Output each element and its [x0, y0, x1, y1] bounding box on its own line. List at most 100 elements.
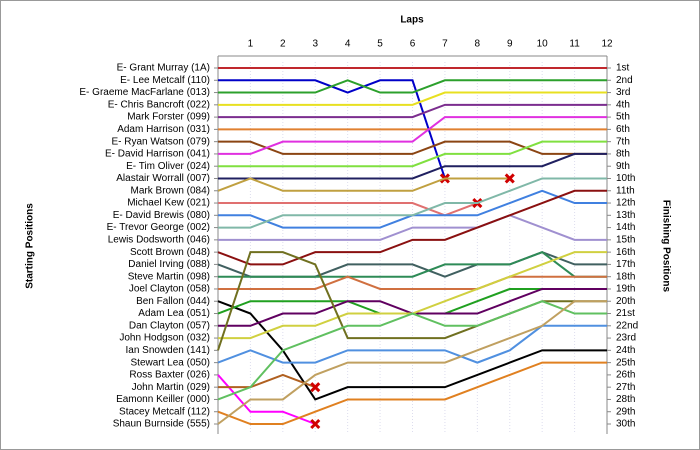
x-tick-label: 12	[601, 39, 613, 50]
finish-label: 8th	[616, 149, 630, 160]
x-tick-label: 2	[280, 39, 286, 50]
driver-label: Ian Snowden (141)	[125, 345, 210, 356]
driver-label: E- Ryan Watson (079)	[111, 136, 210, 147]
finish-label: 27th	[616, 382, 635, 393]
finish-label: 15th	[616, 235, 635, 246]
driver-line	[217, 300, 607, 401]
finish-label: 14th	[616, 222, 635, 233]
driver-line	[218, 103, 607, 119]
finish-label: 17th	[616, 259, 635, 270]
x-tick-label: 6	[410, 39, 416, 50]
chart-title: Laps	[400, 15, 424, 26]
retired-cross	[504, 173, 515, 184]
x-tick-label: 5	[377, 39, 383, 50]
finish-label: 28th	[616, 394, 635, 405]
finish-label: 21st	[616, 308, 635, 319]
finish-label: 3rd	[616, 87, 630, 98]
driver-label: E- David Brewis (080)	[113, 210, 210, 221]
driver-line	[217, 300, 607, 425]
x-tick-label: 7	[442, 39, 448, 50]
driver-line	[218, 116, 607, 155]
driver-line	[217, 361, 607, 425]
finish-label: 7th	[616, 136, 630, 147]
x-tick-label: 1	[248, 39, 254, 50]
driver-line	[217, 177, 510, 192]
retired-cross	[310, 418, 321, 430]
driver-line	[217, 189, 607, 266]
driver-label: Stacey Metcalf (112)	[119, 406, 210, 417]
x-tick-label: 8	[475, 39, 481, 50]
x-tick-label: 10	[537, 39, 549, 50]
driver-label: Alastair Worrall (007)	[116, 173, 210, 184]
driver-line	[218, 152, 607, 180]
driver-label: Dan Clayton (057)	[129, 320, 210, 331]
driver-label: Michael Kew (021)	[127, 198, 210, 209]
driver-label: Shaun Burnside (555)	[113, 419, 210, 430]
driver-label: Steve Martin (098)	[128, 271, 210, 282]
finish-label: 29th	[616, 406, 635, 417]
driver-label: John Hodgson (032)	[119, 333, 210, 344]
finish-label: 6th	[616, 124, 630, 135]
finish-label: 16th	[616, 247, 635, 258]
driver-label: Stewart Lea (050)	[131, 357, 211, 368]
driver-label: E- Chris Bancroft (022)	[108, 99, 210, 110]
driver-label: Ross Baxter (026)	[129, 370, 210, 381]
finish-label: 5th	[616, 112, 630, 123]
driver-line	[218, 214, 607, 241]
finish-label: 12th	[616, 198, 635, 209]
driver-label: E- Grant Murray (1A)	[117, 63, 210, 74]
finish-label: 9th	[616, 161, 630, 172]
driver-line	[218, 251, 607, 278]
finish-label: 24th	[616, 345, 635, 356]
x-tick-label: 9	[507, 39, 513, 50]
driver-label: E- Trevor George (002)	[107, 222, 210, 233]
driver-label: Eamonn Keiller (000)	[116, 394, 210, 405]
finish-label: 18th	[616, 271, 635, 282]
x-tick-label: 4	[345, 39, 351, 50]
x-tick-label: 3	[312, 39, 318, 50]
retired-marker	[310, 382, 321, 393]
driver-label: Adam Harrison (031)	[117, 124, 210, 135]
y-axis-label: Starting Positions	[25, 203, 36, 289]
driver-line	[218, 275, 607, 290]
finish-label: 11th	[616, 185, 635, 196]
finish-label: 13th	[616, 210, 635, 221]
driver-label: E- David Harrison (041)	[105, 149, 210, 160]
driver-label: Lewis Dodsworth (046)	[108, 235, 210, 246]
driver-label: E- Tim Oliver (024)	[126, 161, 210, 172]
y2-axis-label: Finishing Positions	[660, 200, 671, 293]
finish-label: 26th	[616, 370, 635, 381]
driver-label: E- Lee Metcalf (110)	[120, 75, 210, 86]
x-tick-label: 11	[569, 39, 580, 50]
retired-marker	[504, 173, 515, 184]
finish-label: 23rd	[616, 333, 636, 344]
finish-label: 20th	[616, 296, 635, 307]
driver-line	[218, 140, 607, 155]
driver-label: E- Graeme MacFarlane (013)	[79, 87, 210, 98]
finish-label: 25th	[616, 357, 635, 368]
finish-label: 1st	[616, 63, 630, 74]
driver-line	[218, 177, 607, 229]
finish-label: 4th	[616, 99, 630, 110]
driver-line	[218, 140, 607, 168]
finish-label: 10th	[616, 173, 635, 184]
retired-marker	[310, 418, 321, 430]
driver-line	[218, 373, 316, 389]
driver-line	[218, 79, 607, 94]
driver-label: Adam Lea (051)	[138, 308, 210, 319]
driver-label: Daniel Irving (088)	[128, 259, 210, 270]
finish-label: 19th	[616, 284, 635, 295]
driver-label: Ben Fallon (044)	[136, 296, 210, 307]
finish-label: 2nd	[616, 75, 633, 86]
finish-label: 22nd	[616, 320, 638, 331]
retired-cross	[310, 382, 321, 393]
driver-label: Scott Brown (048)	[130, 247, 210, 258]
driver-label: Mark Brown (084)	[131, 185, 210, 196]
driver-label: Joel Clayton (058)	[129, 284, 210, 295]
finish-label: 30th	[616, 419, 635, 430]
driver-line	[218, 202, 478, 217]
driver-line	[218, 91, 607, 106]
driver-label: Mark Forster (099)	[127, 112, 210, 123]
driver-label: John Martin (029)	[132, 382, 210, 393]
